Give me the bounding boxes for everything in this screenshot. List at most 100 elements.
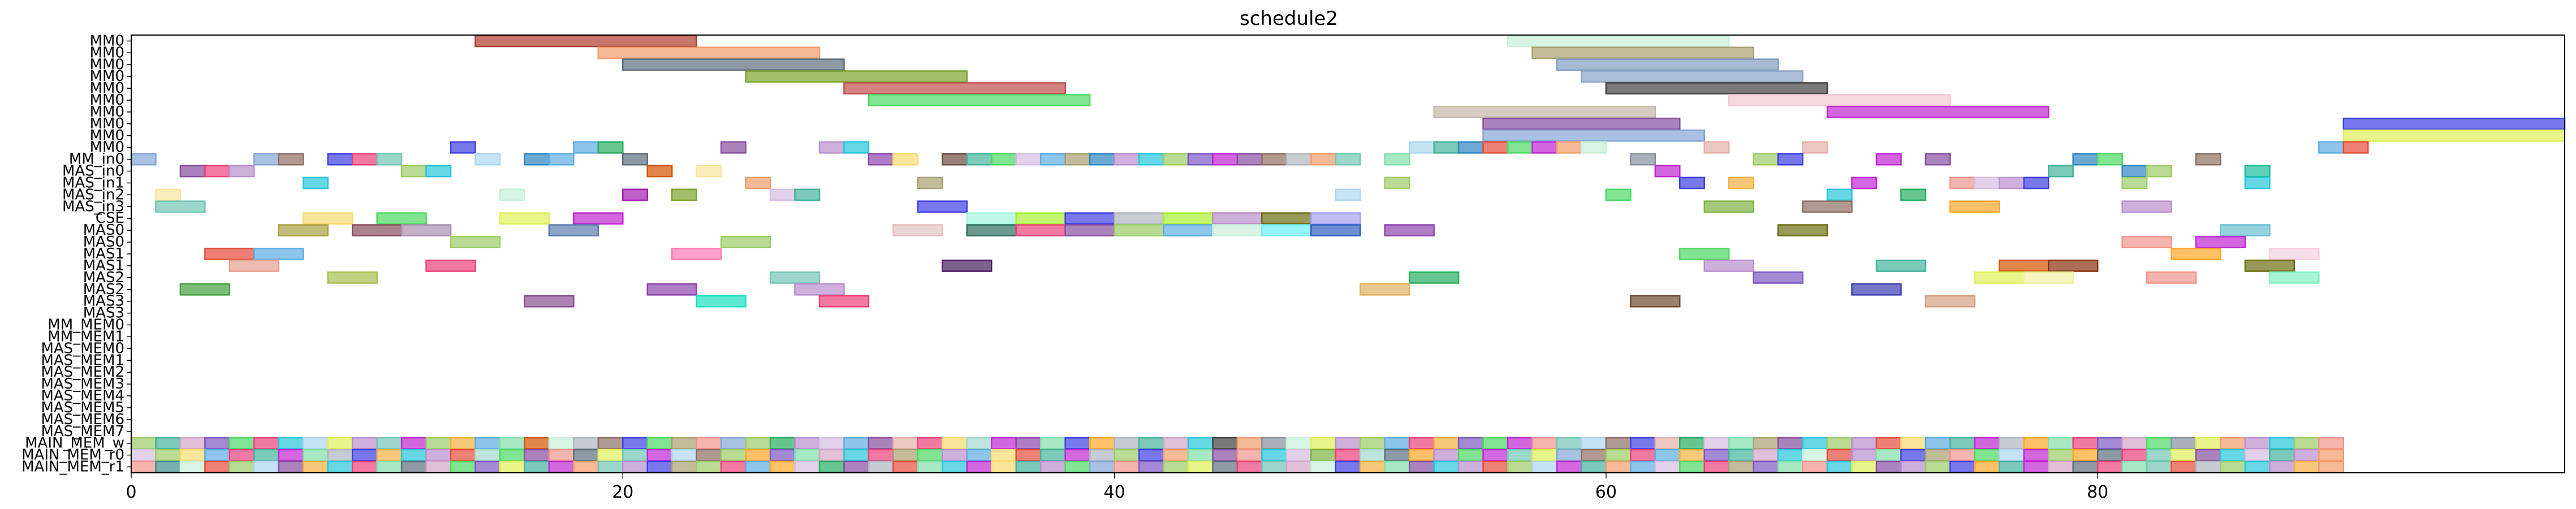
task-bar (1581, 460, 1607, 473)
task-bar (1507, 448, 1533, 461)
row-label: MM0 (90, 32, 124, 49)
task-bar (130, 153, 157, 166)
task-bar (2220, 460, 2246, 473)
task-bar (622, 460, 649, 473)
task-bar (1679, 448, 1705, 461)
task-bar (745, 448, 771, 461)
row-label: MAS2 (83, 269, 124, 286)
task-bar (1777, 224, 1828, 237)
task-bar (818, 460, 845, 473)
task-bar (450, 448, 476, 461)
task-bar (966, 460, 993, 473)
task-bar (2171, 460, 2197, 473)
task-bar (1408, 460, 1435, 473)
task-bar (1999, 437, 2025, 450)
task-bar (1999, 260, 2049, 272)
task-bar (1900, 437, 1927, 450)
task-bar (1875, 448, 1902, 461)
task-bar (2195, 448, 2221, 461)
task-bar (204, 448, 231, 461)
task-bar (400, 224, 452, 237)
task-bar (818, 295, 870, 308)
task-bar (1384, 460, 1410, 473)
task-bar (1310, 448, 1337, 461)
task-bar (1236, 153, 1263, 166)
task-bar (2195, 236, 2246, 248)
task-bar (351, 460, 378, 473)
task-bar (524, 437, 550, 450)
task-bar (720, 236, 771, 248)
task-bar (2121, 200, 2172, 213)
task-bar (351, 153, 378, 166)
task-bar (130, 448, 157, 461)
task-bar (179, 460, 206, 473)
task-bar (843, 460, 870, 473)
task-bar (400, 165, 427, 178)
task-bar (1826, 437, 1853, 450)
task-bar (1777, 448, 1803, 461)
task-bar (425, 460, 452, 473)
task-bar (622, 188, 649, 201)
task-bar (1310, 224, 1361, 237)
task-bar (1064, 224, 1115, 237)
task-bar (1851, 448, 1878, 461)
task-bar (1384, 448, 1410, 461)
task-bar (671, 437, 697, 450)
task-bar (1039, 153, 1066, 166)
task-bar (2293, 460, 2320, 473)
task-bar (1114, 460, 1140, 473)
task-bar (769, 271, 821, 284)
task-bar (1679, 176, 1705, 189)
task-bar (597, 448, 624, 461)
task-bar (1064, 460, 1091, 473)
task-bar (1777, 460, 1803, 473)
task-bar (2244, 176, 2271, 189)
row-label: MM0 (90, 127, 124, 144)
task-bar (1826, 188, 1853, 201)
task-bar (1974, 460, 2000, 473)
task-bar (1261, 212, 1312, 225)
task-bar (1310, 153, 1337, 166)
task-bar (1703, 200, 1754, 213)
task-bar (2244, 448, 2271, 461)
task-bar (1261, 153, 1288, 166)
task-bar (794, 460, 821, 473)
row-label: MM0 (90, 44, 124, 61)
task-bar (1777, 437, 1803, 450)
task-bar (1433, 448, 1460, 461)
task-bar (2342, 118, 2566, 130)
task-bar (1187, 460, 1214, 473)
task-bar (769, 437, 796, 450)
task-bar (1605, 82, 1828, 95)
task-bar (720, 460, 747, 473)
task-bar (1359, 283, 1410, 296)
task-bar (942, 437, 968, 450)
task-bar (1802, 460, 1828, 473)
task-bar (1703, 448, 1730, 461)
task-bar (1039, 437, 1066, 450)
task-bar (179, 437, 206, 450)
task-bar (2195, 153, 2221, 166)
task-bar (1679, 248, 1730, 260)
row-label: MAS_MEM1 (41, 352, 124, 369)
task-bar (548, 448, 575, 461)
task-bar (524, 153, 550, 166)
x-tick-label: 0 (126, 482, 136, 502)
task-bar (991, 460, 1017, 473)
task-bar (1212, 437, 1239, 450)
task-bar (2146, 448, 2172, 461)
task-bar (1212, 212, 1263, 225)
task-bar (2023, 448, 2049, 461)
task-bar (794, 283, 845, 296)
task-bar (425, 165, 452, 178)
task-bar (303, 460, 329, 473)
row-label: MM0 (90, 139, 124, 156)
task-bar (892, 224, 943, 237)
x-tick-label: 20 (612, 482, 633, 502)
task-bar (179, 448, 206, 461)
task-bar (278, 153, 304, 166)
task-bar (1433, 141, 1460, 154)
task-bar (991, 448, 1017, 461)
task-bar (1089, 460, 1115, 473)
task-bar (1163, 448, 1189, 461)
